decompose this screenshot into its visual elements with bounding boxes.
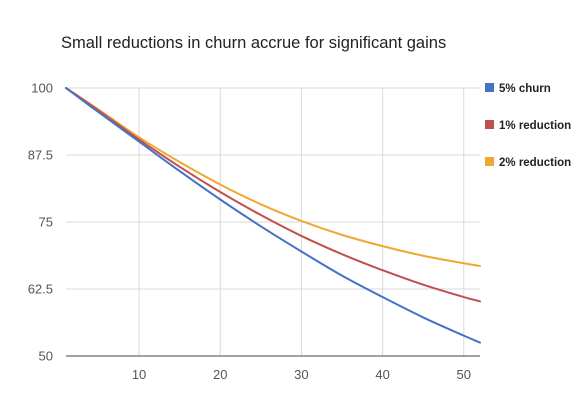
y-tick-label: 87.5 (28, 148, 53, 163)
legend: 5% churn 1% reduction 2% reduction (485, 83, 571, 169)
y-tick-label: 62.5 (28, 282, 53, 297)
y-tick-label: 75 (39, 215, 53, 230)
x-tick-label: 40 (375, 367, 389, 382)
legend-label-1-reduction: 1% reduction (499, 120, 571, 132)
legend-label-2-reduction: 2% reduction (499, 157, 571, 169)
legend-swatch-2-reduction (485, 157, 494, 166)
legend-swatch-1-reduction (485, 120, 494, 129)
grid-lines (66, 87, 480, 357)
legend-label-5-churn: 5% churn (499, 83, 551, 95)
series-line-5-churn (65, 87, 481, 344)
series-line-2-reduction (65, 87, 481, 267)
series-lines (65, 87, 481, 344)
y-tick-label: 100 (31, 81, 53, 96)
x-tick-label: 20 (213, 367, 227, 382)
x-tick-label: 30 (294, 367, 308, 382)
tick-labels: 50 62.5 75 87.5 100 10 20 30 40 50 (28, 81, 471, 383)
x-tick-label: 50 (457, 367, 471, 382)
x-tick-label: 10 (132, 367, 146, 382)
y-tick-label: 50 (39, 349, 53, 364)
chart-title: Small reductions in churn accrue for sig… (61, 34, 446, 52)
series-line-1-reduction (65, 87, 481, 303)
legend-swatch-5-churn (485, 83, 494, 92)
